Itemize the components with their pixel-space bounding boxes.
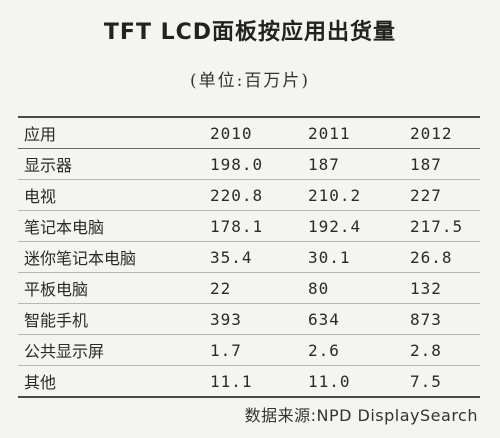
cell-2012: 217.5 (410, 216, 464, 236)
cell-2012: 132 (410, 278, 442, 298)
cell-2012: 873 (410, 309, 442, 329)
cell-2010: 198.0 (210, 154, 264, 174)
table-row: 电视 220.8 210.2 227 (18, 180, 480, 211)
cell-application: 智能手机 (24, 311, 89, 330)
table-header-row: 应用 2010 2011 2012 (18, 118, 480, 149)
table-bottom-rule (18, 396, 480, 398)
cell-2010: 1.7 (210, 340, 242, 360)
cell-application: 显示器 (24, 156, 73, 175)
cell-2011: 634 (308, 309, 340, 329)
table-row: 平板电脑 22 80 132 (18, 273, 480, 304)
cell-2012: 227 (410, 185, 442, 205)
cell-2011: 30.1 (308, 247, 351, 267)
header-2012: 2012 (410, 123, 453, 143)
data-source-note: 数据来源:NPD DisplaySearch (244, 406, 478, 425)
table-top-rule (18, 116, 480, 118)
shipment-table: 应用 2010 2011 2012 显示器 198.0 187 187 电视 220.8 2… (18, 116, 480, 398)
cell-application: 平板电脑 (24, 280, 89, 299)
cell-2012: 7.5 (410, 371, 442, 391)
table-row: 智能手机 393 634 873 (18, 304, 480, 335)
cell-application: 其他 (24, 373, 57, 392)
table-row: 公共显示屏 1.7 2.6 2.8 (18, 335, 480, 366)
cell-2010: 22 (210, 278, 232, 298)
cell-2011: 11.0 (308, 371, 351, 391)
header-2010: 2010 (210, 123, 253, 143)
cell-2010: 178.1 (210, 216, 264, 236)
cell-2011: 2.6 (308, 340, 340, 360)
table-row: 显示器 198.0 187 187 (18, 149, 480, 180)
header-2011: 2011 (308, 123, 351, 143)
cell-2012: 2.8 (410, 340, 442, 360)
cell-2010: 11.1 (210, 371, 253, 391)
cell-2012: 187 (410, 154, 442, 174)
table-row: 其他 11.1 11.0 7.5 (18, 366, 480, 396)
chart-title: TFT LCD面板按应用出货量 (103, 20, 397, 45)
table-body: 显示器 198.0 187 187 电视 220.8 210.2 227 笔记本电脑 178.1 1… (18, 149, 480, 396)
header-application: 应用 (24, 125, 57, 144)
cell-application: 电视 (24, 187, 57, 206)
cell-2010: 393 (210, 309, 242, 329)
cell-application: 笔记本电脑 (24, 218, 105, 237)
cell-2011: 187 (308, 154, 340, 174)
cell-2011: 192.4 (308, 216, 362, 236)
cell-application: 公共显示屏 (24, 342, 105, 361)
table-row: 笔记本电脑 178.1 192.4 217.5 (18, 211, 480, 242)
cell-2011: 210.2 (308, 185, 362, 205)
cell-2010: 220.8 (210, 185, 264, 205)
cell-2010: 35.4 (210, 247, 253, 267)
table-row: 迷你笔记本电脑 35.4 30.1 26.8 (18, 242, 480, 273)
unit-subtitle: (单位:百万片) (190, 71, 310, 91)
cell-application: 迷你笔记本电脑 (24, 249, 137, 268)
cell-2012: 26.8 (410, 247, 453, 267)
cell-2011: 80 (308, 278, 330, 298)
